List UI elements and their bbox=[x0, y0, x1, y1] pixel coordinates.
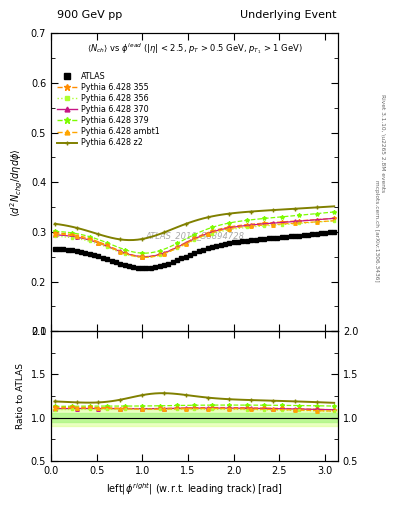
Bar bbox=[51, 413, 338, 422]
Bar bbox=[51, 409, 338, 426]
Text: $\langle N_{ch}\rangle$ vs $\phi^{lead}$ ($|\eta|$ < 2.5, $p_T$ > 0.5 GeV, $p_{T: $\langle N_{ch}\rangle$ vs $\phi^{lead}$… bbox=[86, 41, 303, 56]
Y-axis label: Ratio to ATLAS: Ratio to ATLAS bbox=[16, 363, 25, 429]
Text: mcplots.cern.ch [arXiv:1306.3436]: mcplots.cern.ch [arXiv:1306.3436] bbox=[374, 180, 378, 281]
Text: Underlying Event: Underlying Event bbox=[239, 10, 336, 20]
Legend: ATLAS, Pythia 6.428 355, Pythia 6.428 356, Pythia 6.428 370, Pythia 6.428 379, P: ATLAS, Pythia 6.428 355, Pythia 6.428 35… bbox=[54, 69, 163, 151]
Text: 900 GeV pp: 900 GeV pp bbox=[57, 10, 122, 20]
Y-axis label: $\langle d^2 N_{chg}/d\eta d\phi \rangle$: $\langle d^2 N_{chg}/d\eta d\phi \rangle… bbox=[9, 148, 25, 217]
X-axis label: left$|\phi^{right}|$ (w.r.t. leading track) [rad]: left$|\phi^{right}|$ (w.r.t. leading tra… bbox=[106, 481, 283, 497]
Text: ATLAS_2010_S8894728: ATLAS_2010_S8894728 bbox=[145, 231, 244, 241]
Text: Rivet 3.1.10, \u2265 2.8M events: Rivet 3.1.10, \u2265 2.8M events bbox=[381, 94, 386, 193]
